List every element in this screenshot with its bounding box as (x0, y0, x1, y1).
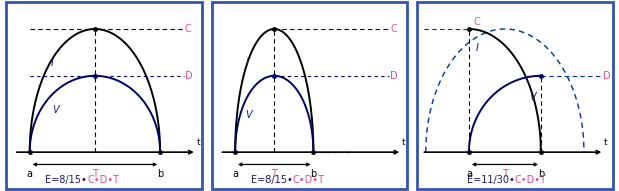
Text: C•D•T: C•D•T (515, 175, 547, 185)
Text: T: T (271, 169, 277, 179)
Text: T: T (502, 169, 508, 179)
Text: b: b (157, 169, 163, 179)
Text: C: C (474, 17, 480, 27)
Text: b: b (538, 169, 544, 179)
Text: E=8/15•: E=8/15• (251, 175, 293, 185)
Text: a: a (466, 169, 472, 179)
Text: C•D•T: C•D•T (87, 175, 119, 185)
Text: b: b (310, 169, 316, 179)
Text: C: C (391, 24, 397, 34)
Text: t: t (402, 138, 405, 147)
Text: V: V (53, 105, 59, 115)
Text: C: C (185, 24, 192, 34)
Bar (212, 2, 407, 189)
Text: I: I (476, 43, 479, 53)
Text: D: D (603, 71, 610, 81)
Text: T: T (92, 169, 98, 179)
Text: V: V (245, 110, 251, 120)
Text: I: I (246, 58, 248, 68)
Text: E=8/15•: E=8/15• (45, 175, 87, 185)
Text: D: D (185, 71, 193, 81)
Text: C•D•T: C•D•T (293, 175, 324, 185)
Text: I: I (50, 58, 53, 68)
Bar (6, 2, 202, 189)
Text: D: D (391, 71, 398, 81)
Text: t: t (604, 138, 608, 147)
Text: a: a (27, 169, 33, 179)
Bar (417, 2, 613, 189)
Text: a: a (232, 169, 238, 179)
Text: E=11/30•: E=11/30• (467, 175, 515, 185)
Text: V: V (529, 92, 535, 102)
Text: t: t (197, 138, 201, 147)
